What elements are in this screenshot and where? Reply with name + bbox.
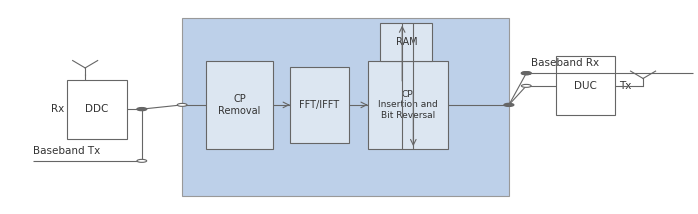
- Circle shape: [521, 84, 531, 87]
- Circle shape: [137, 108, 147, 111]
- Circle shape: [521, 72, 531, 75]
- Bar: [182, 18, 509, 196]
- Circle shape: [137, 159, 147, 162]
- Text: FFT/IFFT: FFT/IFFT: [299, 100, 339, 110]
- Bar: [556, 56, 615, 115]
- Bar: [380, 22, 433, 61]
- Text: DUC: DUC: [574, 81, 597, 91]
- Circle shape: [177, 103, 187, 106]
- Bar: [290, 67, 349, 143]
- Bar: [368, 61, 447, 149]
- Text: RAM: RAM: [396, 37, 417, 46]
- Bar: [207, 61, 272, 149]
- Text: DDC: DDC: [85, 104, 109, 114]
- Text: CP
Removal: CP Removal: [218, 94, 260, 116]
- Text: Baseband Tx: Baseband Tx: [33, 146, 100, 156]
- Circle shape: [504, 103, 514, 106]
- Bar: [68, 80, 126, 139]
- Text: CP
Insertion and
Bit Reversal: CP Insertion and Bit Reversal: [378, 90, 438, 120]
- Text: Rx: Rx: [51, 104, 64, 114]
- Text: Tx: Tx: [618, 81, 631, 91]
- Circle shape: [521, 72, 531, 75]
- Text: Baseband Rx: Baseband Rx: [531, 58, 600, 68]
